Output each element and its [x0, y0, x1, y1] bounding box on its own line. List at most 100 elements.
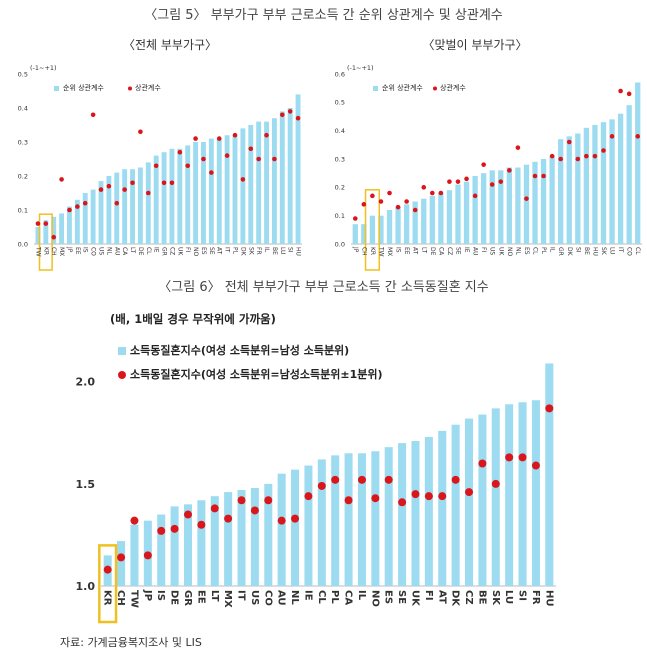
bar [264, 121, 269, 244]
x-tick-label: CZ [463, 590, 474, 605]
y-tick-label: 1.5 [76, 478, 96, 491]
bar [114, 172, 120, 244]
bar [361, 224, 367, 244]
legend-dot-label: 소득동질혼지수(여성 소득분위=남성소득분위±1분위) [130, 367, 383, 381]
x-tick-label: NL [289, 590, 300, 605]
dot [201, 156, 206, 162]
bar [489, 170, 495, 244]
x-tick-label: NO [192, 247, 199, 256]
dot [395, 204, 401, 210]
x-tick-label: HU [591, 247, 598, 256]
dot [507, 168, 512, 173]
dot [592, 153, 598, 159]
x-tick-label: EE [403, 247, 410, 255]
bar [403, 204, 410, 244]
dot [387, 190, 392, 196]
dot [618, 88, 623, 94]
bar [481, 173, 487, 244]
dot [566, 139, 572, 145]
dot [549, 153, 555, 159]
legend-dot-swatch [118, 371, 126, 379]
dot [216, 136, 222, 141]
legend-dot-label: 상관계수 [440, 83, 466, 92]
x-tick-label: NO [506, 247, 513, 256]
bar [90, 189, 96, 244]
dot [130, 516, 139, 525]
dot [237, 496, 246, 505]
chart-left: 0.00.10.20.30.40.5(-1~+1)TW KR CH MX JP EE IS C… [18, 64, 302, 271]
x-tick-label: BE [476, 590, 487, 605]
bar [256, 121, 262, 244]
bar [438, 430, 447, 586]
x-tick-label: LU [503, 590, 514, 604]
x-tick-label: ES [200, 247, 207, 255]
x-tick-label: CL [532, 247, 539, 255]
x-tick-label: PL [329, 590, 340, 604]
bar [157, 514, 166, 586]
dot [43, 221, 49, 226]
x-tick-label: ES [383, 590, 394, 604]
y-tick-label: 1.0 [76, 580, 96, 593]
x-tick-label: CA [121, 247, 128, 256]
x-tick-label: CA [343, 590, 354, 605]
x-tick-label: PL [232, 247, 239, 255]
y-tick-label: 0.0 [335, 240, 345, 248]
bar [277, 473, 286, 586]
dot [515, 145, 521, 150]
bar [438, 193, 444, 244]
dot [145, 190, 151, 196]
dot [609, 134, 615, 139]
x-tick-label: IE [463, 247, 470, 253]
bar [421, 198, 427, 244]
dot [384, 475, 393, 484]
y-tick-label: 0.5 [18, 70, 28, 78]
x-tick-label: CA [437, 247, 444, 256]
bar [352, 224, 358, 244]
x-tick-label: FI [423, 590, 434, 601]
bar [122, 169, 128, 244]
bar [98, 181, 104, 244]
dot [464, 176, 469, 182]
dot [209, 170, 214, 175]
x-tick-label: KR [42, 247, 49, 255]
bar [558, 139, 564, 244]
bar [344, 453, 353, 586]
x-tick-label: FI [184, 247, 191, 252]
dot [114, 200, 120, 206]
dot [451, 475, 460, 484]
bar [117, 541, 126, 586]
dot [331, 475, 340, 484]
dot [455, 179, 461, 184]
bar [465, 418, 474, 586]
x-tick-label: SE [454, 247, 461, 255]
x-tick-label: CH [115, 590, 126, 606]
x-tick-label: FR [530, 590, 541, 605]
x-tick-label: US [249, 590, 260, 605]
bar [386, 210, 393, 244]
bar [291, 469, 300, 586]
bar [130, 169, 135, 244]
x-tick-label: IT [236, 590, 247, 601]
dot [424, 492, 433, 501]
bar [185, 145, 191, 244]
x-tick-label: SI [574, 247, 581, 253]
bar [130, 524, 139, 586]
bar [600, 122, 607, 244]
x-tick-label: UK [176, 247, 183, 256]
dot [138, 129, 143, 135]
bar [395, 207, 401, 244]
dot [489, 182, 495, 187]
bar [210, 496, 219, 586]
bar [145, 162, 151, 244]
x-tick-label: NL [514, 247, 521, 255]
dot [421, 185, 427, 190]
bar [357, 453, 366, 586]
x-tick-label: GR [182, 590, 193, 606]
y-tick-label: 0.2 [335, 184, 345, 192]
x-tick-label: MX [222, 590, 233, 608]
legend-dot-label: 상관계수 [135, 83, 161, 92]
dot [279, 112, 285, 118]
dot [277, 516, 286, 525]
x-tick-label: HU [295, 247, 302, 256]
dot [98, 187, 104, 192]
